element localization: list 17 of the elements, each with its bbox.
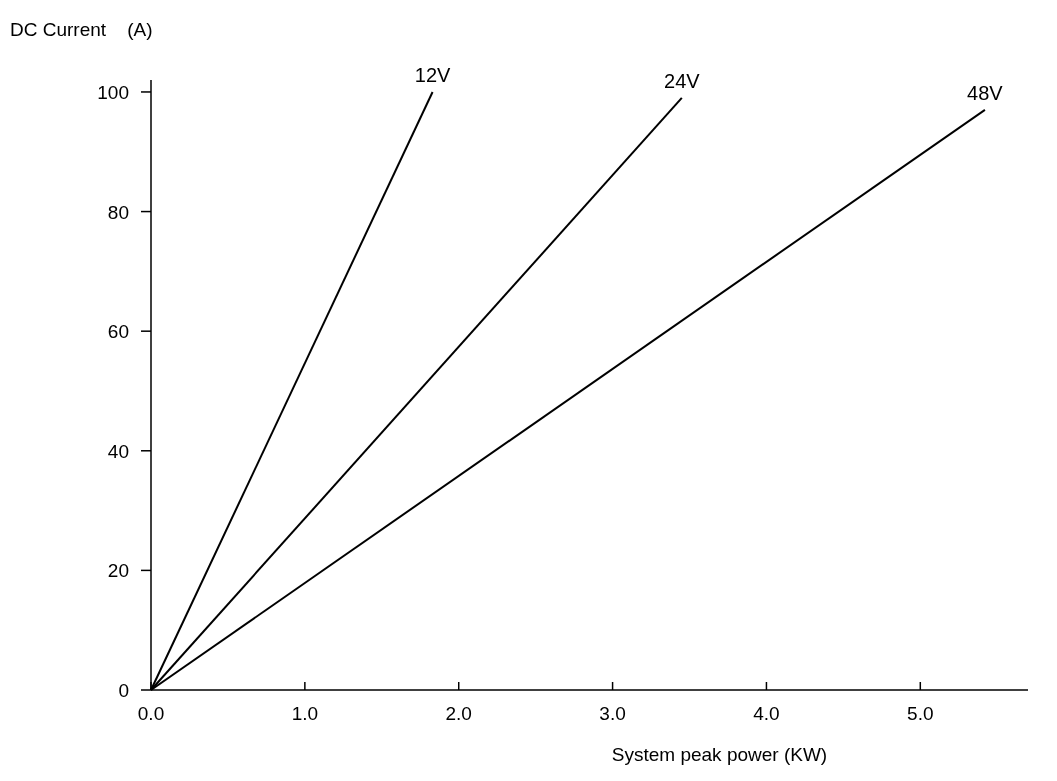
y-tick-label: 0 xyxy=(118,680,129,701)
x-tick-label: 0.0 xyxy=(137,703,165,724)
y-tick-label: 80 xyxy=(107,201,129,223)
x-tick-label: 4.0 xyxy=(753,703,780,724)
x-axis-title: System peak power (KW) xyxy=(611,744,828,765)
y-tick-label: 100 xyxy=(97,81,129,103)
series-label: 48V xyxy=(967,81,1004,104)
y-tick-label: 60 xyxy=(107,321,129,343)
x-tick-label: 3.0 xyxy=(599,703,626,724)
y-tick-label: 20 xyxy=(107,560,129,582)
y-axis-title: DC Current (A) xyxy=(10,19,153,40)
x-tick-label: 2.0 xyxy=(445,703,472,724)
series-label: 12V xyxy=(414,63,452,86)
x-tick-label: 1.0 xyxy=(291,703,319,724)
y-tick-label: 40 xyxy=(107,440,129,462)
series-label: 24V xyxy=(664,69,701,92)
x-tick-label: 5.0 xyxy=(907,703,934,724)
